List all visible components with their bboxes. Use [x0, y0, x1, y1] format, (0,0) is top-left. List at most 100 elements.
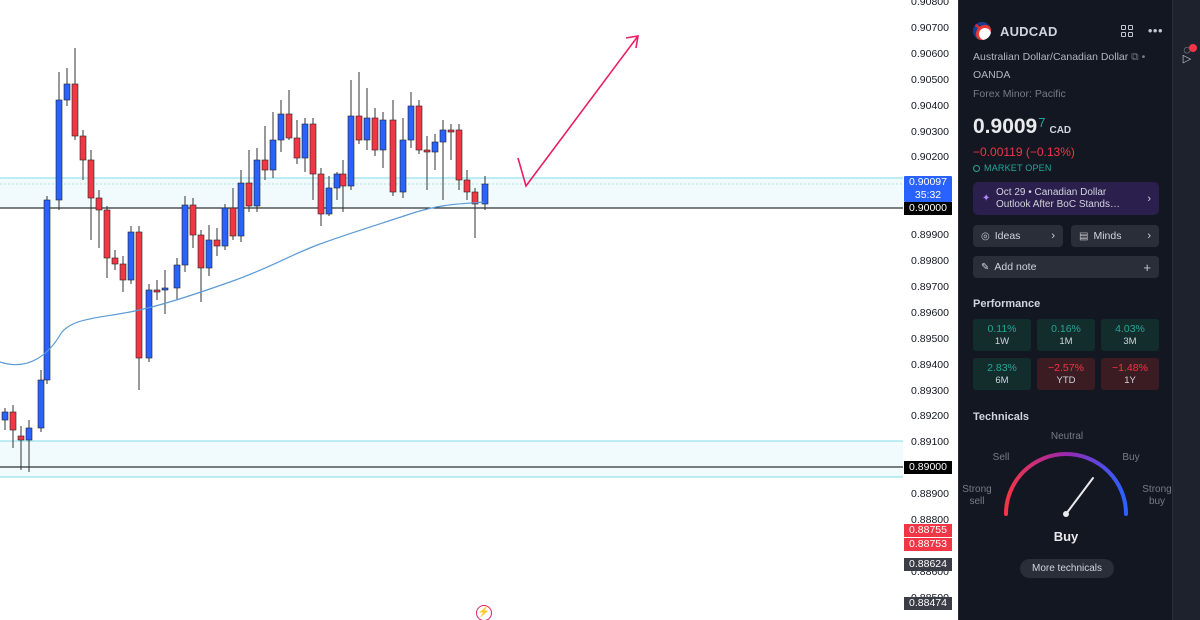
candle-body [293, 137, 301, 159]
candle-body [431, 141, 439, 153]
external-link-icon[interactable]: ⧉ [1131, 51, 1139, 63]
speech-bubble-icon: ▤ [1079, 230, 1089, 242]
price-currency: CAD [1049, 125, 1072, 136]
price-axis-label: 0.88900 [911, 488, 949, 501]
performance-cell-ytd[interactable]: −2.57% YTD [1037, 358, 1095, 390]
broker-name[interactable]: OANDA [973, 69, 1011, 81]
candle-body [63, 83, 71, 101]
projection-arrow [517, 35, 639, 188]
gray-price-tag-2: 0.88474 [904, 597, 952, 610]
performance-value: 0.16% [1051, 323, 1081, 335]
candle-body [371, 117, 379, 151]
price-change: −0.00119 (−0.13%) [973, 145, 1075, 159]
candle-body [339, 173, 347, 187]
candle-body [213, 239, 221, 247]
candle-body [447, 129, 455, 133]
candle-body [173, 264, 181, 289]
technicals-title: Technicals [973, 411, 1030, 423]
candle-body [269, 139, 277, 171]
price-axis-label: 0.89800 [911, 255, 949, 267]
candle-body [261, 159, 269, 171]
candle-body [455, 129, 463, 181]
performance-cell-1y[interactable]: −1.48% 1Y [1101, 358, 1159, 390]
candle-body [389, 119, 397, 193]
news-headline-card[interactable]: ✦ Oct 29 • Canadian Dollar Outlook After… [973, 182, 1159, 215]
price-axis-label: 0.90400 [911, 99, 949, 112]
gauge-strong-sell-label: Strong sell [962, 484, 992, 507]
edit-note-icon: ✎ [981, 261, 990, 273]
candle-body [301, 123, 309, 159]
symbol-header: AUDCAD ••• [973, 19, 1163, 43]
candle-body [87, 159, 95, 199]
market-status-text: MARKET OPEN [984, 163, 1052, 173]
candle-body [25, 427, 33, 441]
lightbulb-icon[interactable]: ◌ [1183, 42, 1191, 57]
performance-cell-1w[interactable]: 0.11% 1W [973, 319, 1031, 351]
last-price-tag: 0.90097 35:32 [904, 176, 952, 202]
symbol-flag-icon [973, 22, 991, 40]
level-tag-89000: 0.89000 [904, 461, 952, 474]
price-axis-label: 0.89500 [911, 332, 949, 345]
performance-period: 3M [1123, 336, 1137, 347]
moving-average-line [0, 201, 485, 366]
more-technicals-button[interactable]: More technicals [1020, 559, 1114, 578]
price-axis-label: 0.89200 [911, 410, 949, 423]
red-price-tag-2: 0.88753 [904, 538, 952, 551]
chevron-right-icon: › [1147, 192, 1151, 205]
price-axis-label: 0.90600 [911, 47, 949, 60]
price-main: 0.9009 [973, 115, 1038, 138]
layout-grid-icon[interactable] [1120, 24, 1134, 38]
candle-body [1, 411, 9, 421]
bar-countdown: 35:32 [914, 189, 942, 201]
price-axis-label: 0.89900 [911, 229, 949, 242]
price-axis-label: 0.89400 [911, 358, 949, 371]
market-status: MARKET OPEN [973, 163, 1052, 173]
symbol-full-name[interactable]: Australian Dollar/Canadian Dollar ⧉ • [973, 51, 1146, 63]
candle-body [161, 287, 169, 291]
minds-button[interactable]: ▤ Minds › [1071, 225, 1159, 247]
performance-period: 1M [1059, 336, 1073, 347]
plus-icon: + [1143, 259, 1151, 275]
candle-body [439, 129, 447, 143]
symbol-name[interactable]: AUDCAD [1000, 23, 1058, 39]
candle-body [399, 139, 407, 193]
candle-body [145, 289, 153, 359]
candle-body [277, 113, 285, 141]
level-tag-90000: 0.90000 [904, 202, 952, 215]
add-note-button[interactable]: ✎ Add note + [973, 256, 1159, 278]
price-chart[interactable]: 0.90800 0.90700 0.90600 0.90500 0.90400 0.903… [0, 0, 958, 620]
performance-cell-6m[interactable]: 2.83% 6M [973, 358, 1031, 390]
performance-cell-3m[interactable]: 4.03% 3M [1101, 319, 1159, 351]
gauge-strong-buy-label: Strong buy [1142, 484, 1172, 507]
price-axis-label: 0.88800 [911, 514, 949, 526]
news-headline-text: Oct 29 • Canadian Dollar Outlook After B… [996, 186, 1120, 210]
price-axis-label: 0.89700 [911, 280, 949, 293]
candle-body [237, 182, 245, 237]
right-toolbar: ◌ ▷ [1172, 0, 1200, 620]
candle-body [245, 182, 253, 207]
symbol-details-panel: AUDCAD ••• Australian Dollar/Canadian Do… [958, 0, 1172, 620]
market-open-icon [973, 164, 980, 172]
candle-body [471, 191, 479, 205]
play-icon[interactable]: ▷ [1182, 53, 1192, 65]
candle-body [135, 231, 143, 359]
candlestick-chart-canvas[interactable] [0, 0, 958, 620]
performance-value: −1.48% [1112, 362, 1148, 374]
candle-body [347, 115, 355, 187]
symbol-full-name-text: Australian Dollar/Canadian Dollar [973, 51, 1129, 63]
notification-dot [1189, 44, 1197, 52]
last-price-value: 0.90097 [909, 176, 947, 188]
more-options-icon[interactable]: ••• [1147, 23, 1163, 38]
performance-value: 0.11% [987, 323, 1017, 335]
ideas-button[interactable]: ◎ Ideas › [973, 225, 1063, 247]
candle-body [325, 187, 333, 215]
candle-body [119, 263, 127, 281]
lightning-icon[interactable]: ⚡ [476, 605, 492, 620]
candle-body [423, 149, 431, 153]
performance-value: 4.03% [1115, 323, 1145, 335]
candle-body [127, 231, 135, 281]
resistance-zone [0, 178, 903, 208]
candle-body [181, 204, 189, 266]
candle-body [55, 99, 63, 201]
performance-cell-1m[interactable]: 0.16% 1M [1037, 319, 1095, 351]
